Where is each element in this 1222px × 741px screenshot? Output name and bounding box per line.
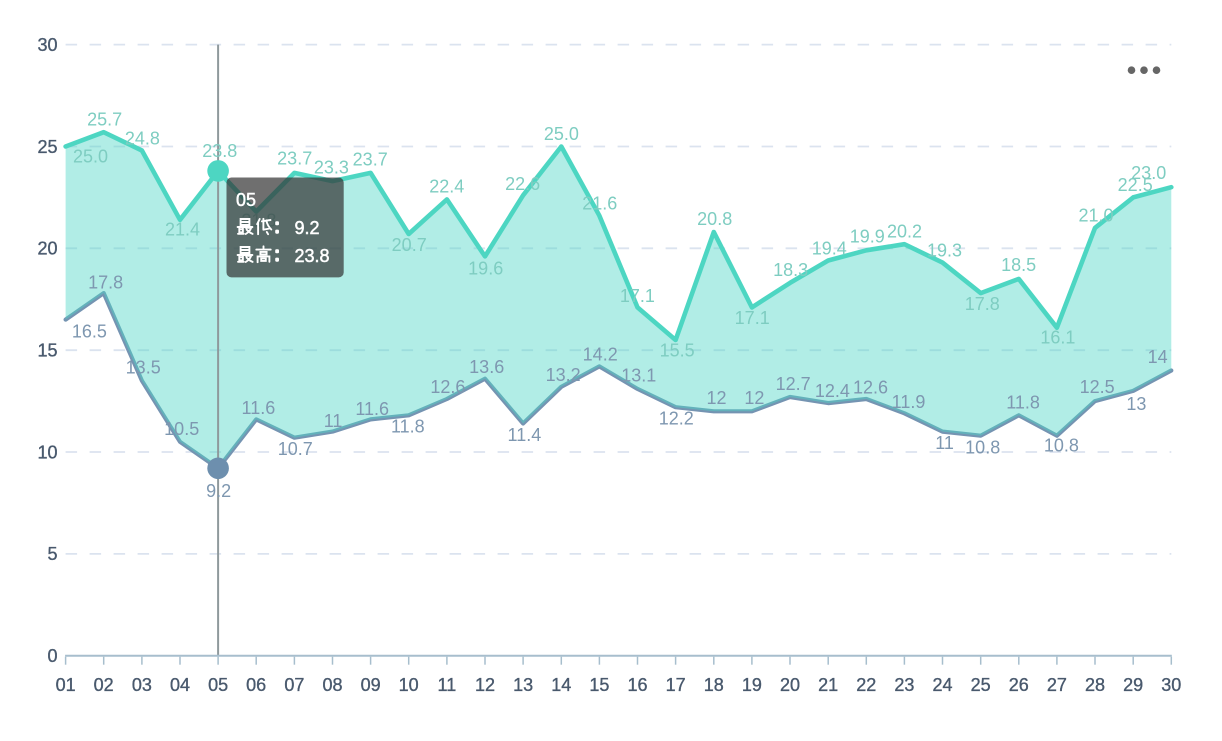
svg-text:11.9: 11.9 <box>892 392 926 412</box>
svg-text:19.9: 19.9 <box>850 226 885 246</box>
svg-text:25.0: 25.0 <box>544 124 579 144</box>
svg-text:20: 20 <box>780 675 800 695</box>
svg-text:25.7: 25.7 <box>87 110 122 130</box>
svg-text:17.1: 17.1 <box>620 286 655 306</box>
svg-text:11: 11 <box>935 433 954 453</box>
svg-text:20.2: 20.2 <box>887 221 922 241</box>
svg-text:08: 08 <box>322 675 342 695</box>
svg-text:21.6: 21.6 <box>582 194 617 214</box>
svg-text:5: 5 <box>47 544 57 564</box>
svg-text:12: 12 <box>706 388 726 408</box>
svg-text:05: 05 <box>208 675 228 695</box>
svg-text:17.8: 17.8 <box>88 273 123 293</box>
svg-text:9.2: 9.2 <box>206 481 231 501</box>
svg-text:12.7: 12.7 <box>776 374 811 394</box>
svg-text:11.6: 11.6 <box>355 399 389 419</box>
svg-text:18.5: 18.5 <box>1001 255 1036 275</box>
svg-text:23.0: 23.0 <box>1131 163 1166 183</box>
svg-text:13: 13 <box>1126 394 1146 414</box>
svg-text:27: 27 <box>1047 675 1067 695</box>
svg-text:12: 12 <box>475 675 495 695</box>
svg-text:10: 10 <box>37 442 57 462</box>
svg-text:22.5: 22.5 <box>1118 175 1153 195</box>
svg-text:0: 0 <box>47 646 57 666</box>
svg-text:10.8: 10.8 <box>965 438 1000 458</box>
svg-text:25: 25 <box>37 137 57 157</box>
svg-text:13.2: 13.2 <box>546 365 581 385</box>
svg-text:12.4: 12.4 <box>815 381 850 401</box>
svg-text:22.4: 22.4 <box>429 177 464 197</box>
svg-text:21.0: 21.0 <box>1078 206 1113 226</box>
svg-text:13.6: 13.6 <box>469 357 504 377</box>
svg-text:19.6: 19.6 <box>468 259 503 279</box>
svg-text:23.8: 23.8 <box>202 141 237 161</box>
svg-text:15: 15 <box>589 675 609 695</box>
svg-text:23.7: 23.7 <box>353 149 388 169</box>
svg-text:10.8: 10.8 <box>1044 435 1079 455</box>
svg-text:24: 24 <box>932 675 952 695</box>
svg-text:13.1: 13.1 <box>621 365 656 385</box>
svg-text:12.5: 12.5 <box>1080 377 1115 397</box>
svg-text:19: 19 <box>742 675 762 695</box>
svg-text:21: 21 <box>818 675 838 695</box>
svg-text:12: 12 <box>744 388 764 408</box>
svg-text:14: 14 <box>1148 347 1168 367</box>
svg-text:22.6: 22.6 <box>505 174 540 194</box>
svg-text:30: 30 <box>1161 675 1181 695</box>
svg-text:26: 26 <box>1009 675 1029 695</box>
svg-text:10: 10 <box>399 675 419 695</box>
svg-text:19.4: 19.4 <box>812 238 847 258</box>
svg-text:9.2: 9.2 <box>295 218 320 238</box>
svg-text:12.6: 12.6 <box>430 377 465 397</box>
svg-text:17: 17 <box>666 675 686 695</box>
svg-text:13: 13 <box>513 675 533 695</box>
svg-text:20: 20 <box>37 239 57 259</box>
svg-text:11: 11 <box>438 675 457 695</box>
svg-text:12.2: 12.2 <box>659 408 694 428</box>
svg-text:23: 23 <box>894 675 914 695</box>
svg-text:29: 29 <box>1123 675 1143 695</box>
svg-text:16.1: 16.1 <box>1040 328 1075 348</box>
svg-text:21.4: 21.4 <box>165 220 200 240</box>
svg-text:24.8: 24.8 <box>125 129 160 149</box>
svg-text:11.8: 11.8 <box>391 417 425 437</box>
svg-text:18.3: 18.3 <box>773 260 808 280</box>
svg-text:13.5: 13.5 <box>126 358 161 378</box>
svg-text:03: 03 <box>132 675 152 695</box>
svg-text:10.7: 10.7 <box>278 439 313 459</box>
svg-text:14: 14 <box>551 675 571 695</box>
svg-text:23.7: 23.7 <box>277 148 312 168</box>
svg-text:23.3: 23.3 <box>314 158 349 178</box>
svg-text:22: 22 <box>856 675 876 695</box>
svg-text:02: 02 <box>94 675 114 695</box>
svg-text:16.5: 16.5 <box>72 322 107 342</box>
svg-text:06: 06 <box>246 675 266 695</box>
svg-text:12.6: 12.6 <box>853 377 888 397</box>
svg-text:05: 05 <box>236 190 256 210</box>
svg-text:09: 09 <box>361 675 381 695</box>
svg-text:25.0: 25.0 <box>73 147 108 167</box>
svg-text:16: 16 <box>627 675 647 695</box>
svg-text:14.2: 14.2 <box>583 344 618 364</box>
svg-text:25: 25 <box>971 675 991 695</box>
svg-text:15.5: 15.5 <box>660 341 695 361</box>
svg-text:17.8: 17.8 <box>965 294 1000 314</box>
svg-text:11.6: 11.6 <box>242 398 276 418</box>
svg-text:11: 11 <box>324 411 343 431</box>
svg-text:01: 01 <box>56 675 76 695</box>
svg-text:04: 04 <box>170 675 190 695</box>
svg-text:10.5: 10.5 <box>164 419 199 439</box>
svg-text:28: 28 <box>1085 675 1105 695</box>
svg-text:17.1: 17.1 <box>735 308 770 328</box>
svg-text:18: 18 <box>704 675 724 695</box>
svg-text:11.4: 11.4 <box>508 425 542 445</box>
svg-text:07: 07 <box>284 675 304 695</box>
svg-text:23.8: 23.8 <box>295 246 330 266</box>
svg-text:19.3: 19.3 <box>927 240 962 260</box>
svg-text:20.8: 20.8 <box>697 209 732 229</box>
svg-text:15: 15 <box>37 341 57 361</box>
svg-text:20.7: 20.7 <box>392 235 427 255</box>
svg-text:11.8: 11.8 <box>1006 393 1040 413</box>
svg-text:30: 30 <box>37 35 57 55</box>
